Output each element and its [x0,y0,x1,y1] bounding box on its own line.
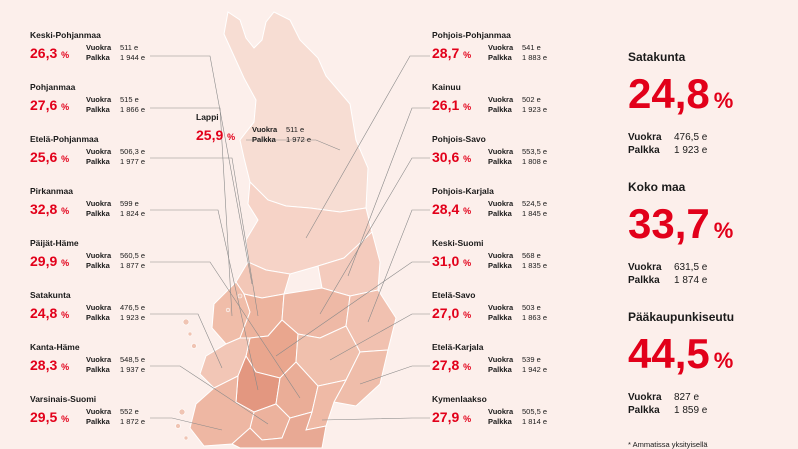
region-etela-karjala: Etelä-Karjala 27,8 % Vuokra 539 e Palkka 1… [432,342,592,374]
region-pohjanmaa: Pohjanmaa 27,6 % Vuokra 515 e Palkka 1 866… [30,82,190,114]
region-name: Kainuu [432,82,461,92]
region-kainuu: Kainuu 26,1 % Vuokra 502 e Palkka 1 923 e [432,82,592,114]
side-title: Koko maa [628,180,686,194]
region-keski-pohjanmaa: Keski-Pohjanmaa 26,3 % Vuokra 511 e Palkk… [30,30,190,62]
side-title: Satakunta [628,50,686,64]
region-name: Pohjois-Pohjanmaa [432,30,511,40]
map-region-uusimaa [231,411,327,448]
region-details: Vuokra 506,3 e Palkka 1 977 e [86,147,146,166]
region-percentage: 28,4 % [432,200,472,217]
region-details: Vuokra 552 e Palkka 1 872 e [86,407,146,426]
region-name: Etelä-Karjala [432,342,484,352]
region-details: Vuokra 515 e Palkka 1 866 e [86,95,146,114]
region-name: Kanta-Häme [30,342,80,352]
region-details: Vuokra 476,5 e Palkka 1 923 e [86,303,146,322]
region-paijat-hame: Päijät-Häme 29,9 % Vuokra 560,5 e Palkka 1… [30,238,190,270]
footnote: * Ammatissa yksityisellä [628,440,708,449]
region-details: Vuokra 548,5 e Palkka 1 937 e [86,355,146,374]
region-name: Keski-Pohjanmaa [30,30,101,40]
region-name: Varsinais-Suomi [30,394,97,404]
archipelago-islands [175,293,243,441]
region-details: Vuokra 503 e Palkka 1 863 e [488,303,548,322]
region-pohjois-savo: Pohjois-Savo 30,6 % Vuokra 553,5 e Palkka… [432,134,592,166]
region-percentage: 27,0 % [432,304,472,321]
region-name: Päijät-Häme [30,238,79,248]
region-details: Vuokra 502 e Palkka 1 923 e [488,95,548,114]
region-percentage: 30,6 % [432,148,472,165]
region-etela-savo: Etelä-Savo 27,0 % Vuokra 503 e Palkka 1 86… [432,290,592,322]
region-percentage: 27,9 % [432,408,472,425]
region-pirkanmaa: Pirkanmaa 32,8 % Vuokra 599 e Palkka 1 824… [30,186,190,218]
region-details: Vuokra 511 e Palkka 1 944 e [86,43,146,62]
region-name: Etelä-Pohjanmaa [30,134,99,144]
side-title: Pääkaupunkiseutu [628,310,735,324]
region-percentage: 25,9 % [196,126,236,143]
region-name: Pirkanmaa [30,186,73,196]
region-percentage: 31,0 % [432,252,472,269]
side-details: Vuokra 631,5 e Palkka 1 874 e [628,262,708,286]
region-varsinais-suomi: Varsinais-Suomi 29,5 % Vuokra 552 e Palkk… [30,394,190,426]
region-name: Pohjanmaa [30,82,76,92]
region-name: Pohjois-Karjala [432,186,494,196]
region-percentage: 27,8 % [432,356,472,373]
region-percentage: 28,3 % [30,356,70,373]
region-keski-suomi: Keski-Suomi 31,0 % Vuokra 568 e Palkka 1 8… [432,238,592,270]
side-panel-satakunta: Satakunta 24,8% Vuokra 476,5 e Palkka 1 92… [628,50,793,157]
region-pohjois-karjala: Pohjois-Karjala 28,4 % Vuokra 524,5 e Pal… [432,186,592,218]
region-percentage: 29,9 % [30,252,70,269]
region-percentage: 27,6 % [30,96,70,113]
side-percentage: 33,7% [628,200,734,247]
region-percentage: 25,6 % [30,148,70,165]
region-details: Vuokra 599 e Palkka 1 824 e [86,199,146,218]
side-percentage: 24,8% [628,70,734,117]
region-percentage: 24,8 % [30,304,70,321]
region-name: Kymenlaakso [432,394,487,404]
region-name: Pohjois-Savo [432,134,486,144]
region-kymenlaakso: Kymenlaakso 27,9 % Vuokra 505,5 e Palkka 1… [432,394,592,426]
region-name: Keski-Suomi [432,238,484,248]
region-details: Vuokra 539 e Palkka 1 942 e [488,355,548,374]
region-percentage: 26,3 % [30,44,70,61]
region-details: Vuokra 541 e Palkka 1 883 e [488,43,548,62]
side-details: Vuokra 827 e Palkka 1 859 e [628,392,708,416]
region-kanta-hame: Kanta-Häme 28,3 % Vuokra 548,5 e Palkka 1 … [30,342,190,374]
region-percentage: 26,1 % [432,96,472,113]
region-details: Vuokra 568 e Palkka 1 835 e [488,251,548,270]
region-percentage: 32,8 % [30,200,70,217]
side-percentage: 44,5% [628,330,734,377]
region-name: Etelä-Savo [432,290,476,300]
map-region-varsinais-suomi [189,375,255,447]
region-lappi: Lappi 25,9 % Vuokra 511 e Palkka 1 972 e [196,112,356,144]
region-details: Vuokra 524,5 e Palkka 1 845 e [488,199,548,218]
region-percentage: 29,5 % [30,408,70,425]
region-details: Vuokra 560,5 e Palkka 1 877 e [86,251,146,270]
side-details: Vuokra 476,5 e Palkka 1 923 e [628,132,708,156]
leader-lines [150,55,430,431]
region-details: Vuokra 511 e Palkka 1 972 e [252,125,312,144]
region-etela-pohjanmaa: Etelä-Pohjanmaa 25,6 % Vuokra 506,3 e Pal… [30,134,190,166]
region-details: Vuokra 505,5 e Palkka 1 814 e [488,407,548,426]
side-panel-paakaupunkiseutu: Pääkaupunkiseutu 44,5% Vuokra 827 e Palkk… [628,310,793,417]
map-region-lappi [223,11,369,213]
region-name: Satakunta [30,290,71,300]
region-percentage: 28,7 % [432,44,472,61]
region-name: Lappi [196,112,219,122]
region-details: Vuokra 553,5 e Palkka 1 808 e [488,147,548,166]
region-satakunta: Satakunta 24,8 % Vuokra 476,5 e Palkka 1 9… [30,290,190,322]
region-pohjois-pohjanmaa: Pohjois-Pohjanmaa 28,7 % Vuokra 541 e Pal… [432,30,592,62]
side-panel-koko-maa: Koko maa 33,7% Vuokra 631,5 e Palkka 1 874… [628,180,793,287]
